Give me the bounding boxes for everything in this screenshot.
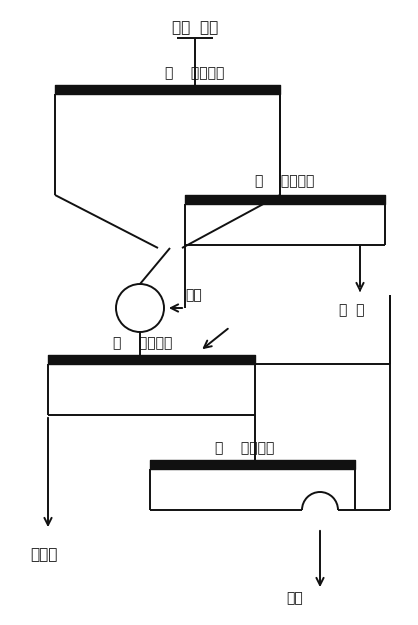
Text: 搔拌: 搔拌 — [185, 288, 202, 302]
Text: 浮    选（粗）: 浮 选（粗） — [113, 336, 173, 350]
Text: 选金  尾矿: 选金 尾矿 — [172, 21, 218, 36]
Text: 磁    选（扫）: 磁 选（扫） — [255, 174, 315, 188]
Text: 尾  矿: 尾 矿 — [339, 303, 365, 317]
Text: 浮    选（扫）: 浮 选（扫） — [215, 441, 275, 455]
Text: 尾矿: 尾矿 — [287, 591, 303, 605]
Text: 磁    选（粗）: 磁 选（粗） — [165, 66, 225, 80]
Text: 鐵精沙: 鐵精沙 — [30, 548, 57, 562]
